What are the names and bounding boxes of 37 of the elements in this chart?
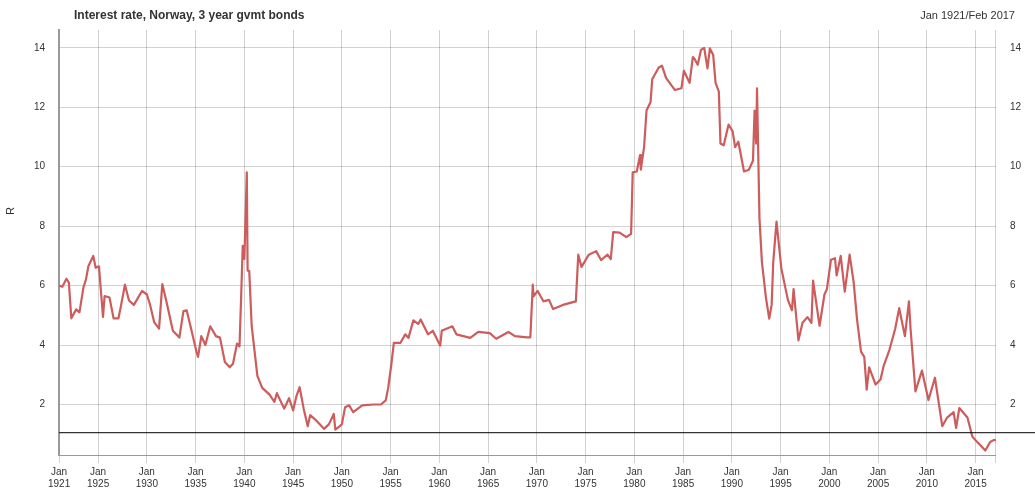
y-tick-label: 6 bbox=[39, 279, 46, 291]
y2-tick-label: 10 bbox=[1009, 160, 1022, 172]
x-tick-label: Jan 1975 bbox=[574, 465, 598, 489]
x-tick-label: Jan 2010 bbox=[915, 465, 939, 489]
x-tick-label: Jan 1950 bbox=[330, 465, 354, 489]
x-tick-label: Jan 1970 bbox=[525, 465, 549, 489]
chart-title: Interest rate, Norway, 3 year gvmt bonds bbox=[74, 8, 305, 22]
x-tick-label: Jan 1930 bbox=[135, 465, 159, 489]
x-tick-label: Jan 1965 bbox=[476, 465, 500, 489]
y-tick-label: 12 bbox=[34, 101, 46, 113]
x-tick-label: Jan 1955 bbox=[379, 465, 403, 489]
y-tick-label: 8 bbox=[39, 219, 46, 231]
x-tick-label: Jan 1980 bbox=[623, 465, 646, 489]
x-tick-label: Jan 2005 bbox=[866, 465, 890, 489]
x-tick-label: Jan 1921 bbox=[48, 465, 71, 489]
y2-tick-label: 8 bbox=[1009, 219, 1016, 231]
y-tick-label: 14 bbox=[34, 41, 46, 53]
y-tick-label: 2 bbox=[39, 398, 46, 410]
chart-subtitle: Jan 1921/Feb 2017 bbox=[920, 9, 1015, 21]
x-tick-label: Jan 1960 bbox=[428, 465, 451, 489]
y2-tick-label: 4 bbox=[1009, 338, 1016, 350]
x-tick-label: Jan 1985 bbox=[671, 465, 695, 489]
x-tick-label: Jan 1995 bbox=[769, 465, 793, 489]
y2-tick-label: 12 bbox=[1009, 101, 1022, 113]
x-tick-label: Jan 1935 bbox=[184, 465, 208, 489]
x-tick-label: Jan 1940 bbox=[233, 465, 256, 489]
y-tick-label: 4 bbox=[39, 338, 46, 350]
x-tick-label: Jan 1945 bbox=[281, 465, 305, 489]
x-tick-label: Jan 2015 bbox=[964, 465, 988, 489]
x-tick-label: Jan 2000 bbox=[818, 465, 841, 489]
y2-tick-label: 6 bbox=[1009, 279, 1016, 291]
y-axis-title: R bbox=[3, 207, 16, 215]
x-tick-label: Jan 1925 bbox=[87, 465, 110, 489]
y2-tick-label: 2 bbox=[1009, 398, 1016, 410]
y-tick-label: 10 bbox=[34, 160, 46, 172]
x-tick-label: Jan 1990 bbox=[720, 465, 744, 489]
y2-tick-label: 14 bbox=[1009, 41, 1022, 53]
